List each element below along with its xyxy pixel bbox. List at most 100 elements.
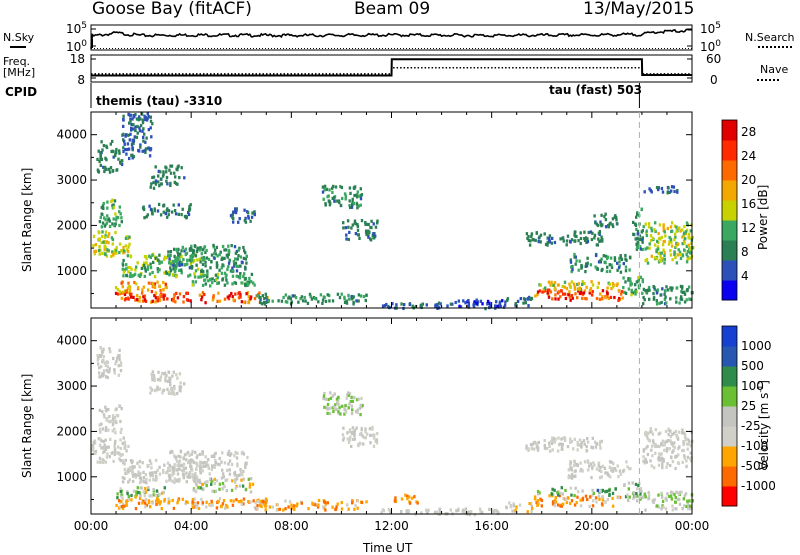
velocity-cell — [314, 503, 317, 507]
power-cell — [589, 263, 593, 267]
power-cell — [668, 235, 671, 240]
power-cell — [145, 215, 148, 219]
power-cell — [100, 241, 103, 245]
power-cell — [148, 154, 152, 158]
velocity-cell — [167, 497, 170, 501]
power-cell — [207, 257, 211, 261]
velocity-cell — [647, 490, 650, 495]
power-colorbar-tick: 16 — [741, 197, 756, 211]
power-cell — [168, 254, 171, 258]
power-cell — [585, 297, 588, 301]
velocity-cell — [347, 406, 350, 410]
power-cell — [686, 288, 689, 292]
power-cell — [173, 293, 176, 297]
power-cell — [164, 270, 168, 274]
power-cell — [336, 292, 340, 296]
velocity-cell — [119, 419, 122, 424]
velocity-cell — [600, 502, 604, 506]
velocity-cell — [105, 445, 108, 449]
power-cell — [100, 212, 103, 216]
power-cell — [183, 263, 186, 267]
power-cell — [685, 298, 688, 302]
power-cell — [347, 237, 350, 242]
power-cell — [209, 284, 212, 288]
velocity-cell — [103, 415, 106, 419]
velocity-cell — [158, 493, 161, 497]
power-cell — [263, 302, 266, 306]
velocity-cell — [102, 439, 105, 444]
power-cell — [641, 291, 644, 295]
power-cell — [178, 261, 181, 265]
power-cell — [575, 259, 578, 263]
velocity-cell — [586, 437, 589, 441]
power-cell — [141, 149, 144, 153]
velocity-cell — [201, 461, 204, 465]
velocity-cell — [199, 480, 202, 484]
velocity-cell — [568, 463, 572, 467]
power-cell — [98, 252, 101, 256]
velocity-colorbar-tick: -500 — [741, 459, 768, 473]
power-cell — [547, 280, 551, 284]
velocity-cell — [156, 468, 159, 472]
power-cell — [107, 232, 111, 236]
power-cell — [258, 291, 261, 295]
velocity-cell — [684, 492, 688, 496]
power-cell — [672, 185, 676, 189]
power-cell — [111, 150, 114, 154]
velocity-cell — [221, 451, 224, 455]
velocity-cell — [335, 505, 338, 509]
power-cell — [669, 225, 673, 229]
power-cell — [662, 223, 665, 227]
power-cell — [650, 254, 653, 258]
power-cell — [151, 175, 154, 180]
velocity-cell — [594, 496, 598, 500]
velocity-cell — [554, 500, 558, 504]
power-cell — [333, 199, 336, 203]
power-cell — [154, 182, 158, 186]
power-cell — [187, 212, 191, 217]
beam-title: Beam 09 — [354, 0, 431, 19]
power-cell — [151, 270, 154, 275]
power-cell — [194, 280, 197, 284]
power-cell — [159, 288, 162, 292]
velocity-cell — [686, 499, 689, 503]
velocity-cell — [570, 476, 574, 480]
power-cell — [636, 232, 639, 236]
velocity-cell — [215, 479, 219, 483]
power-cell — [669, 253, 673, 257]
power-cell — [207, 279, 210, 283]
velocity-cell — [597, 461, 601, 465]
power-cell — [117, 157, 120, 161]
power-cell — [569, 285, 572, 289]
velocity-cell — [131, 474, 135, 478]
velocity-cell — [671, 508, 674, 512]
power-cell — [581, 282, 584, 286]
power-cell — [126, 248, 129, 252]
power-cell — [462, 299, 465, 303]
velocity-cell — [249, 500, 252, 504]
power-cell — [125, 152, 128, 156]
velocity-cell — [532, 447, 536, 451]
velocity-cell — [324, 397, 327, 401]
velocity-cell — [228, 459, 232, 463]
power-cell — [102, 144, 106, 148]
power-cell — [580, 291, 583, 295]
velocity-cell — [248, 485, 252, 489]
power-cell — [306, 301, 310, 305]
power-cell — [613, 258, 617, 262]
power-cell — [205, 248, 208, 253]
power-cell — [127, 112, 130, 116]
power-cell — [454, 300, 457, 305]
power-cell — [590, 237, 594, 242]
power-cell — [162, 204, 165, 208]
power-cell — [201, 269, 205, 274]
power-cell — [597, 260, 601, 264]
power-cell — [180, 249, 183, 253]
velocity-cell — [616, 464, 619, 468]
power-cell — [565, 287, 569, 291]
velocity-cell — [214, 461, 217, 465]
power-cell — [150, 211, 154, 215]
velocity-cell — [578, 438, 582, 442]
power-cell — [123, 142, 126, 146]
power-cell — [137, 286, 140, 290]
